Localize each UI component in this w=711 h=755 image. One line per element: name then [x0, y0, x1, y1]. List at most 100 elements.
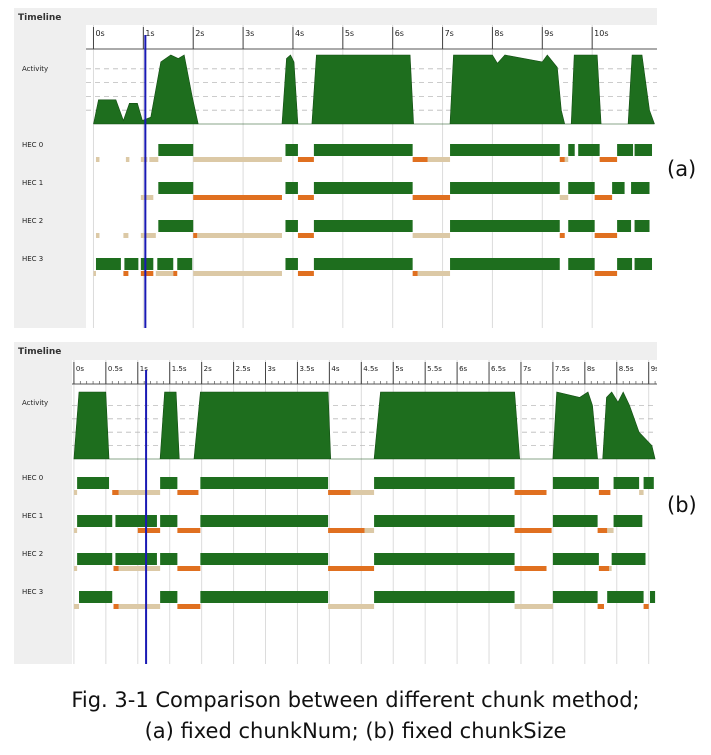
tick-label: 4s [331, 365, 339, 373]
gc-segment [173, 271, 178, 276]
timeline-title: Timeline [18, 347, 61, 357]
tick-label: 8s [587, 365, 595, 373]
running-segment [285, 144, 298, 156]
gc-segment [297, 233, 314, 238]
hec-label: HEC 0 [22, 474, 43, 482]
idle-segment [328, 604, 375, 609]
idle-segment [193, 271, 282, 276]
running-segment [552, 515, 598, 527]
idle-segment [140, 233, 156, 238]
idle-segment [350, 490, 375, 495]
panel-tag-a: (a) [667, 157, 697, 181]
running-segment [313, 220, 413, 232]
running-segment [285, 258, 298, 270]
running-segment [200, 553, 329, 565]
running-segment [77, 553, 113, 565]
running-segment [578, 144, 600, 156]
gc-segment [594, 195, 613, 200]
running-segment [450, 220, 560, 232]
tick-label: 7s [523, 365, 531, 373]
gc-segment [598, 566, 610, 571]
tick-label: 8s [494, 29, 503, 38]
gc-segment [123, 271, 129, 276]
gc-segment [599, 157, 618, 162]
running-segment [617, 144, 634, 156]
tick-label: 3s [268, 365, 276, 373]
running-segment [285, 220, 298, 232]
tick-label: 6.5s [491, 365, 506, 373]
running-segment [612, 182, 625, 194]
idle-segment [193, 157, 282, 162]
running-segment [450, 144, 560, 156]
gc-segment [412, 157, 428, 162]
panel-tag-b: (b) [667, 493, 697, 517]
running-segment [200, 591, 329, 603]
gc-segment [559, 233, 565, 238]
tick-label: 4.5s [363, 365, 378, 373]
idle-segment [412, 233, 451, 238]
running-segment [649, 591, 656, 603]
running-segment [374, 591, 515, 603]
gc-segment [177, 566, 201, 571]
gc-segment [514, 490, 547, 495]
gc-segment [598, 490, 611, 495]
running-segment [374, 553, 515, 565]
gc-segment [112, 490, 119, 495]
gc-segment [597, 528, 608, 533]
gc-segment [113, 604, 119, 609]
running-segment [160, 515, 178, 527]
gc-segment [297, 157, 314, 162]
figure-caption-line-2: (a) fixed chunkNum; (b) fixed chunkSize [144, 719, 567, 743]
gc-segment [328, 528, 365, 533]
activity-area [73, 391, 656, 460]
tick-label: 2.5s [236, 365, 251, 373]
tick-label: 0s [95, 29, 104, 38]
tick-label: 7.5s [555, 365, 570, 373]
timeline-panel-b: Timeline 0s 0.5s 1s 1.5s 2s 2.5s 3s 3.5s 4s 4.5s 5s… [14, 342, 657, 664]
idle-segment [73, 490, 78, 495]
hec-label: HEC 1 [22, 512, 43, 520]
tick-label: 7s [445, 29, 454, 38]
running-segment [313, 144, 413, 156]
running-segment [77, 477, 110, 489]
idle-segment [149, 157, 159, 162]
idle-segment [95, 157, 100, 162]
running-segment [124, 258, 139, 270]
hec-label: HEC 2 [22, 217, 43, 225]
activity-label: Activity [22, 399, 48, 407]
running-segment [200, 477, 329, 489]
running-segment [634, 258, 653, 270]
running-segment [617, 220, 632, 232]
running-segment [79, 591, 113, 603]
tick-label: 5s [345, 29, 354, 38]
timeline-chart-b: Timeline 0s 0.5s 1s 1.5s 2s 2.5s 3s 3.5s 4s 4.5s 5s… [18, 347, 657, 664]
running-segment [115, 553, 157, 565]
running-segment [77, 515, 113, 527]
tick-label: 2s [204, 365, 212, 373]
idle-segment [118, 604, 161, 609]
timeline-panel-a: Timeline 0s 1s 2s 3s 4s 5s 6s 7s 8s 9s 10s Activity H… [14, 8, 657, 328]
tick-label: 10s [594, 29, 608, 38]
running-segment [613, 477, 640, 489]
idle-segment [140, 157, 148, 162]
hec-label: HEC 0 [22, 141, 43, 149]
running-segment [160, 591, 178, 603]
gc-segment [597, 604, 604, 609]
idle-segment [118, 566, 161, 571]
tick-label: 3s [245, 29, 254, 38]
running-segment [607, 591, 644, 603]
gc-segment [328, 490, 351, 495]
idle-segment [559, 195, 569, 200]
tick-label: 3.5s [299, 365, 314, 373]
running-segment [285, 182, 298, 194]
gc-segment [643, 604, 649, 609]
tick-label: 6s [459, 365, 467, 373]
idle-segment [73, 566, 78, 571]
timeline-title: Timeline [18, 13, 61, 23]
idle-segment [564, 157, 569, 162]
idle-segment [427, 157, 451, 162]
running-segment [634, 144, 653, 156]
running-segment [160, 477, 178, 489]
idle-segment [93, 271, 96, 276]
tick-label: 5s [395, 365, 403, 373]
